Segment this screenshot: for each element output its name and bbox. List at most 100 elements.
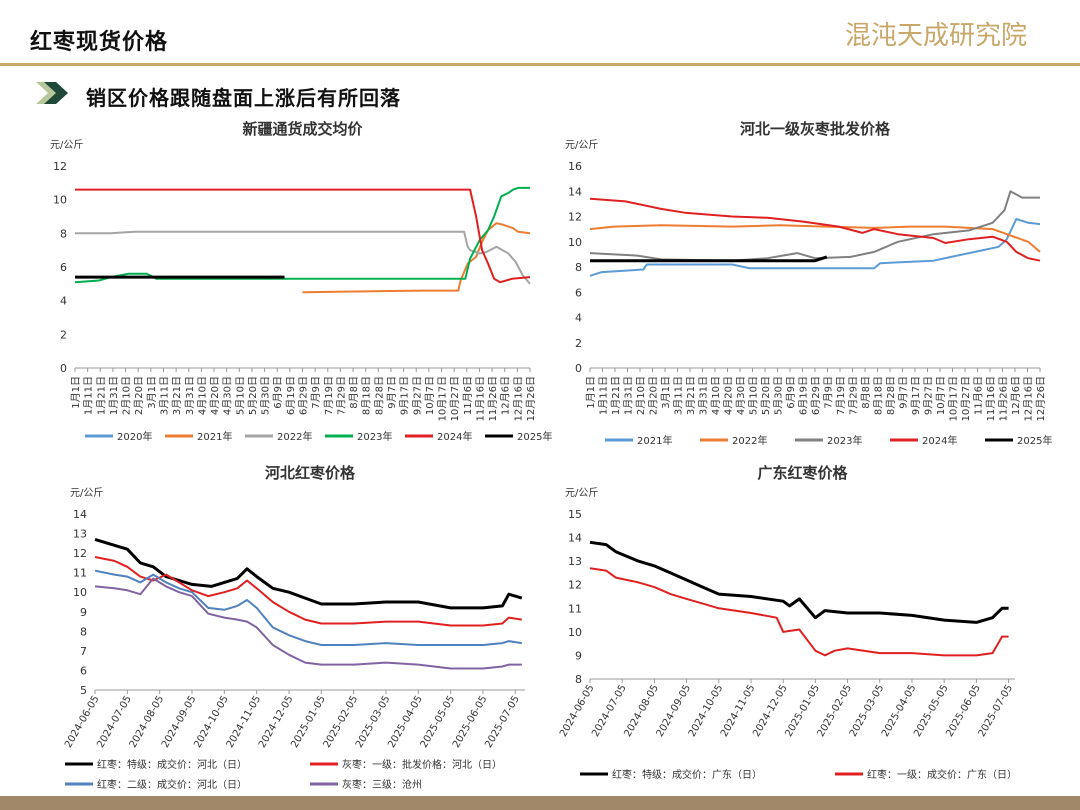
x-tick-label: 6月9日 xyxy=(785,376,797,409)
legend-label-4: 2024年 xyxy=(437,430,472,443)
legend-label-1: 2022年 xyxy=(732,434,767,447)
y-tick-label: 11 xyxy=(568,602,582,615)
x-tick-label: 5月10日 xyxy=(748,376,760,415)
y-tick-label: 9 xyxy=(575,649,582,662)
x-tick-label: 11月26日 xyxy=(487,376,499,421)
legend-label-0: 2021年 xyxy=(637,434,672,447)
chart-title: 河北红枣价格 xyxy=(265,464,356,482)
x-tick-label: 5月20日 xyxy=(247,376,259,415)
y-tick-label: 5 xyxy=(80,684,87,697)
x-tick-label: 1月21日 xyxy=(610,376,622,415)
x-tick-label: 5月10日 xyxy=(234,376,246,415)
x-tick-label: 7月29日 xyxy=(848,376,860,415)
logo: 混沌天成研究院 xyxy=(845,21,1027,51)
chart-title: 广东红枣价格 xyxy=(757,464,848,482)
y-tick-label: 13 xyxy=(568,555,582,568)
legend-label-4: 2025年 xyxy=(1017,434,1052,447)
series-line-4 xyxy=(590,255,828,263)
x-tick-label: 10月7日 xyxy=(935,376,947,415)
y-axis-unit-label: 元/公斤 xyxy=(70,487,103,499)
x-tick-label: 5月30日 xyxy=(773,376,785,415)
x-tick-label: 6月19日 xyxy=(798,376,810,415)
legend-label-1: 红枣：一级：成交价：广东（日） xyxy=(867,768,1017,781)
legend-label-0: 红枣：特级：成交价：广东（日） xyxy=(612,768,762,781)
x-tick-label: 3月21日 xyxy=(171,376,183,415)
y-tick-label: 14 xyxy=(73,508,87,521)
series-line-3 xyxy=(94,577,522,670)
x-tick-label: 12月16日 xyxy=(512,376,524,421)
legend-label-1: 2021年 xyxy=(197,430,232,443)
x-tick-label: 2025-02-05 xyxy=(322,694,361,750)
x-tick-label: 3月31日 xyxy=(184,376,196,415)
x-tick-label: 4月20日 xyxy=(209,376,221,415)
y-tick-label: 9 xyxy=(80,606,87,619)
x-tick-label: 1月1日 xyxy=(70,376,82,409)
section-subtitle: 销区价格跟随盘面上涨后有所回落 xyxy=(86,86,401,110)
x-tick-label: 2025-07-05 xyxy=(977,683,1016,739)
x-tick-label: 2024-09-05 xyxy=(160,694,199,750)
series-line-3 xyxy=(589,197,1041,262)
y-tick-label: 10 xyxy=(568,626,582,639)
x-tick-label: 10月17日 xyxy=(948,376,960,421)
series-line-0 xyxy=(94,537,523,610)
x-tick-label: 1月1日 xyxy=(585,376,597,409)
series-line-0 xyxy=(589,540,1009,624)
y-tick-label: 14 xyxy=(568,532,582,545)
y-tick-label: 8 xyxy=(80,625,87,638)
x-tick-label: 9月17日 xyxy=(399,376,411,415)
x-tick-label: 8月28日 xyxy=(885,376,897,415)
y-tick-label: 6 xyxy=(575,286,582,299)
y-tick-label: 8 xyxy=(575,261,582,274)
x-tick-label: 7月29日 xyxy=(335,376,347,415)
x-tick-label: 5月30日 xyxy=(260,376,272,415)
x-tick-label: 3月21日 xyxy=(685,376,697,415)
x-tick-label: 1月31日 xyxy=(108,376,120,415)
x-tick-label: 9月7日 xyxy=(386,376,398,409)
x-tick-label: 2024-07-05 xyxy=(95,694,134,750)
x-tick-label: 1月11日 xyxy=(598,376,610,415)
x-tick-label: 3月31日 xyxy=(698,376,710,415)
series-line-1 xyxy=(302,222,531,294)
x-tick-label: 9月27日 xyxy=(923,376,935,415)
y-tick-label: 14 xyxy=(568,185,582,198)
x-tick-label: 8月18日 xyxy=(361,376,373,415)
y-tick-label: 4 xyxy=(575,312,582,325)
x-tick-label: 6月9日 xyxy=(272,376,284,409)
x-tick-label: 7月19日 xyxy=(835,376,847,415)
x-tick-label: 6月29日 xyxy=(810,376,822,415)
x-tick-label: 8月8日 xyxy=(348,376,360,409)
x-tick-label: 10月27日 xyxy=(449,376,461,421)
y-tick-label: 12 xyxy=(568,211,582,224)
chart-guangdong-red-dates: 广东红枣价格元/公斤891011121314152024-06-052024-0… xyxy=(558,464,1017,781)
x-tick-label: 11月6日 xyxy=(973,376,985,415)
legend-label-2: 2022年 xyxy=(277,430,312,443)
y-tick-label: 10 xyxy=(568,236,582,249)
x-tick-label: 6月19日 xyxy=(285,376,297,415)
x-tick-label: 4月30日 xyxy=(222,376,234,415)
x-tick-label: 7月19日 xyxy=(323,376,335,415)
x-tick-label: 12月6日 xyxy=(1010,376,1022,415)
y-axis-unit-label: 元/公斤 xyxy=(50,139,83,151)
x-tick-label: 4月10日 xyxy=(196,376,208,415)
x-tick-label: 7月9日 xyxy=(310,376,322,409)
legend-label-2: 红枣：二级：成交价：河北（日） xyxy=(97,778,247,791)
x-tick-label: 12月16日 xyxy=(1023,376,1035,421)
x-tick-label: 2024-11-05 xyxy=(225,694,264,750)
y-tick-label: 2 xyxy=(60,328,67,341)
x-tick-label: 6月29日 xyxy=(298,376,310,415)
x-tick-label: 2024-06-05 xyxy=(63,694,102,750)
page-title: 红枣现货价格 xyxy=(30,30,169,55)
x-tick-label: 2024-12-05 xyxy=(257,694,296,750)
legend-label-0: 红枣：特级：成交价：河北（日） xyxy=(97,758,247,771)
x-tick-label: 2025-04-05 xyxy=(386,694,425,750)
x-tick-label: 12月26日 xyxy=(525,376,537,421)
chart-title: 新疆通货成交均价 xyxy=(242,120,363,138)
chart-hebei-red-dates: 河北红枣价格元/公斤5678910111213142024-06-052024-… xyxy=(63,464,525,791)
y-tick-label: 16 xyxy=(568,160,582,173)
series-line-1 xyxy=(589,567,1009,657)
series-line-4 xyxy=(75,188,531,284)
x-tick-label: 4月10日 xyxy=(710,376,722,415)
y-tick-label: 12 xyxy=(73,547,87,560)
x-tick-label: 3月1日 xyxy=(146,376,158,409)
